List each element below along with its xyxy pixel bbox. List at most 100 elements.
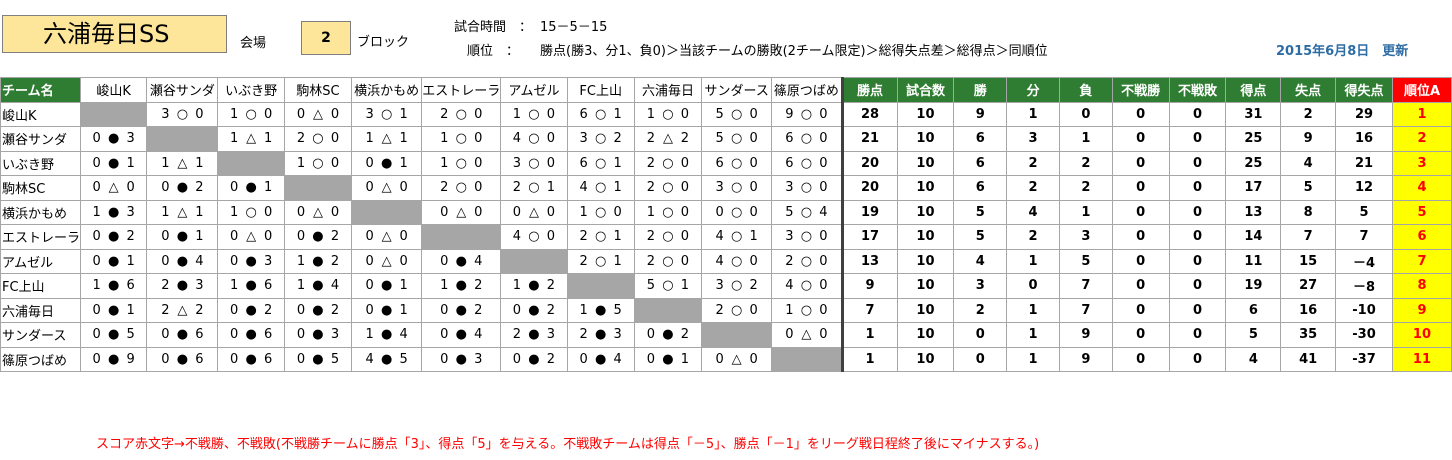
stat-cell: 7: [840, 297, 898, 323]
score-cell: 3 ○ 1: [351, 101, 423, 127]
score-cell: 2 ○ 0: [771, 248, 843, 274]
header-stat: 失点: [1280, 77, 1337, 103]
self-match-cell: [566, 273, 635, 299]
stat-cell: 5: [953, 224, 1008, 250]
score-cell: 0 ● 4: [566, 346, 635, 372]
header-stat: 分: [1006, 77, 1060, 103]
score-cell: 4 ○ 0: [701, 248, 773, 274]
stat-cell: -30: [1335, 322, 1393, 348]
self-match-cell: [421, 224, 502, 250]
stat-cell: 20: [840, 150, 898, 176]
match-time-value: 15－5－15: [540, 20, 608, 35]
stat-cell: 20: [840, 175, 898, 201]
rank-cell: 2: [1391, 126, 1452, 152]
stat-cell: 0: [1168, 224, 1227, 250]
score-cell: 0 ● 2: [146, 175, 219, 201]
stat-cell: 6: [953, 150, 1008, 176]
score-cell: 0 ● 4: [421, 322, 502, 348]
stat-cell: 6: [953, 175, 1008, 201]
score-cell: 1 ● 2: [421, 273, 502, 299]
score-cell: 1 △ 1: [351, 126, 423, 152]
score-cell: 0 ● 1: [80, 297, 148, 323]
score-cell: 2 ○ 0: [421, 101, 502, 127]
score-cell: 0 ● 2: [421, 297, 502, 323]
stat-cell: 9: [1058, 322, 1113, 348]
self-match-cell: [217, 150, 285, 176]
score-cell: 2 ○ 0: [701, 297, 773, 323]
stat-cell: 10: [896, 248, 955, 274]
score-cell: 1 ● 2: [283, 248, 353, 274]
title-box: 六浦毎日SS: [2, 15, 227, 53]
match-time-label: 試合時間 ：: [454, 20, 533, 35]
stat-cell: 0: [1111, 248, 1170, 274]
rank-cell: 7: [1391, 248, 1452, 274]
rank-cell: 6: [1391, 224, 1452, 250]
score-cell: 0 △ 0: [500, 199, 568, 225]
stat-cell: 0: [1168, 297, 1227, 323]
stat-cell: 0: [1111, 175, 1170, 201]
stat-cell: 0: [1168, 101, 1227, 127]
score-cell: 4 ○ 1: [701, 224, 773, 250]
header-opponent: 篠原つばめ: [771, 77, 843, 103]
header-stat: 勝点: [840, 77, 898, 103]
stat-cell: 13: [1225, 199, 1282, 225]
score-cell: 0 ● 1: [351, 273, 423, 299]
rank-cell: 11: [1391, 346, 1452, 372]
score-cell: 1 ● 6: [217, 273, 285, 299]
stat-cell: 29: [1335, 101, 1393, 127]
self-match-cell: [701, 322, 773, 348]
score-cell: 0 ● 1: [80, 150, 148, 176]
header-team-name: チーム名: [0, 77, 82, 103]
stat-cell: 28: [840, 101, 898, 127]
table-row: 瀬谷サンダ 0 ● 3 1 △ 1 2 ○ 0 1 △ 1 1 ○ 0 4 ○ 0 3 ○ 2 2 △ 2 5 ○ 0 6 ○ 0 21 10 6…: [0, 126, 1452, 152]
stat-cell: 0: [953, 346, 1008, 372]
score-cell: 4 ○ 0: [500, 126, 568, 152]
header-stat: 勝: [953, 77, 1008, 103]
score-cell: 2 ● 3: [566, 322, 635, 348]
row-team-name: 横浜かもめ: [0, 199, 82, 225]
stat-cell: 0: [1111, 297, 1170, 323]
score-cell: 5 ○ 4: [771, 199, 843, 225]
score-cell: 0 ● 1: [351, 150, 423, 176]
score-cell: 0 △ 0: [351, 175, 423, 201]
stat-cell: 31: [1225, 101, 1282, 127]
score-cell: 0 △ 0: [351, 224, 423, 250]
row-team-name: FC上山: [0, 273, 82, 299]
row-team-name: 瀬谷サンダ: [0, 126, 82, 152]
stat-cell: 1: [1006, 346, 1060, 372]
stat-cell: 6: [953, 126, 1008, 152]
table-row: サンダース 0 ● 5 0 ● 6 0 ● 6 0 ● 3 1 ● 4 0 ● 4 2 ● 3 2 ● 3 0 ● 2 0 △ 0 1 10 0 1…: [0, 322, 1452, 348]
score-cell: 1 ○ 0: [217, 101, 285, 127]
score-cell: 0 ● 2: [500, 346, 568, 372]
row-team-name: アムゼル: [0, 248, 82, 274]
row-team-name: 篠原つばめ: [0, 346, 82, 372]
stat-cell: 10: [896, 273, 955, 299]
score-cell: 1 ○ 0: [633, 199, 703, 225]
self-match-cell: [80, 101, 148, 127]
self-match-cell: [771, 346, 843, 372]
stat-cell: －8: [1335, 273, 1393, 299]
score-cell: 0 ● 1: [80, 248, 148, 274]
stat-cell: 1: [1006, 248, 1060, 274]
header-stat: 不戦敗: [1168, 77, 1227, 103]
score-cell: 2 ○ 1: [566, 224, 635, 250]
stat-cell: 25: [1225, 150, 1282, 176]
stat-cell: 9: [1058, 346, 1113, 372]
stat-cell: 14: [1225, 224, 1282, 250]
stat-cell: 8: [1280, 199, 1337, 225]
score-cell: 0 ● 1: [633, 346, 703, 372]
stat-cell: 2: [1006, 150, 1060, 176]
score-cell: 1 △ 1: [217, 126, 285, 152]
block-number: 2: [301, 21, 351, 55]
page-title: 六浦毎日SS: [43, 20, 170, 48]
stat-cell: 3: [1006, 126, 1060, 152]
score-cell: 1 ○ 0: [633, 101, 703, 127]
header-stat: 不戦勝: [1111, 77, 1170, 103]
score-cell: 0 ● 2: [283, 297, 353, 323]
stat-cell: 7: [1335, 224, 1393, 250]
stat-cell: 3: [1058, 224, 1113, 250]
score-cell: 1 ○ 0: [771, 297, 843, 323]
score-cell: 4 ● 5: [351, 346, 423, 372]
stat-cell: 10: [896, 175, 955, 201]
stat-cell: 3: [953, 273, 1008, 299]
